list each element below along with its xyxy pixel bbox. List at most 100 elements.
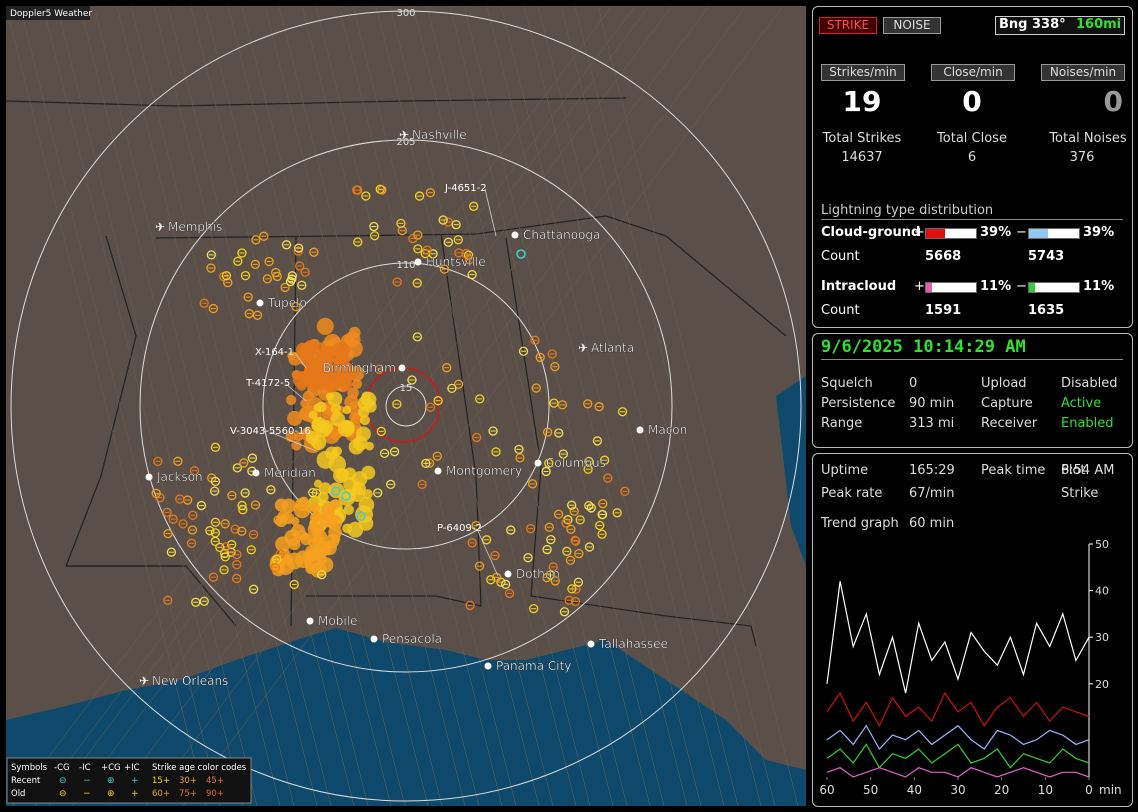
trend-label: Trend graph [821, 516, 899, 531]
strike-symbol [425, 188, 436, 198]
legend-header: -CG [54, 763, 70, 773]
strike-symbol [168, 514, 178, 524]
strike-symbol [549, 398, 559, 408]
strike-symbol [584, 500, 594, 511]
strike-symbol [237, 500, 247, 511]
x-tick-label: 10 [1038, 783, 1053, 797]
strike-symbol [221, 542, 231, 552]
stat: Uptime [821, 463, 869, 478]
strike-symbol [369, 221, 379, 232]
strike-symbol [205, 526, 215, 536]
stat: Peak time [981, 463, 1046, 478]
setting: Upload [981, 376, 1027, 391]
strike-symbol [595, 520, 605, 531]
strike-symbol [293, 246, 303, 256]
strike-symbol [573, 577, 584, 587]
city-label: Pensacola [382, 632, 442, 646]
stat: Peak rate [821, 486, 883, 501]
strike-symbol [175, 494, 185, 504]
strike-symbol [353, 185, 363, 195]
strike-symbol [341, 491, 351, 501]
strike-symbol [209, 486, 220, 496]
city-dot [511, 231, 519, 239]
storm-cell [327, 391, 343, 407]
city-label: Montgomery [446, 464, 522, 478]
noise-button[interactable]: NOISE [883, 17, 941, 34]
city-label: Meridian [264, 466, 316, 480]
trend-line [826, 724, 1090, 751]
strike-symbol [280, 282, 290, 293]
datetime: 9/6/2025 10:14:29 AM [821, 337, 1026, 357]
strike-symbol [210, 442, 221, 452]
county-line [19, 6, 221, 806]
bar-track [925, 228, 977, 239]
strike-symbol [567, 584, 577, 594]
rule [821, 359, 1123, 360]
total-value: 376 [1069, 150, 1095, 165]
legend-header: +IC [124, 763, 140, 773]
count-label: Count [821, 303, 860, 318]
trend-line [826, 581, 1090, 694]
setting: Receiver [981, 416, 1038, 431]
strike-symbol [545, 570, 555, 580]
strike-symbol [562, 546, 572, 556]
county-line [597, 6, 799, 806]
state-border [65, 235, 237, 627]
strike-symbol [465, 600, 475, 611]
strike-symbol [570, 596, 581, 607]
total-value: 6 [967, 150, 977, 165]
strike-symbol [442, 363, 452, 373]
strike-symbol [526, 523, 536, 534]
setting: Enabled [1061, 416, 1114, 431]
strike-button[interactable]: STRIKE [819, 17, 877, 34]
strike-symbol [237, 248, 247, 258]
strike-symbol [569, 506, 579, 516]
x-tick-label: 20 [994, 783, 1009, 797]
strike-symbol [471, 521, 481, 531]
strike-symbol [506, 525, 516, 535]
state-border [306, 233, 482, 607]
pct: 11% [980, 279, 1012, 294]
city-dot [145, 473, 153, 481]
strike-symbol [447, 383, 457, 394]
county-line [42, 6, 244, 806]
strike-symbol [567, 500, 577, 510]
rate-value: 0 [1103, 85, 1123, 118]
city-label: Panama City [496, 659, 571, 673]
strike-symbol [281, 240, 292, 250]
strike-symbol [219, 565, 229, 575]
setting: 313 mi [909, 416, 955, 431]
storm-leader [476, 528, 499, 577]
county-line [6, 6, 207, 806]
city-dot [370, 635, 378, 643]
storm-cell [304, 363, 318, 378]
storm-cell [357, 395, 373, 411]
strike-symbol [570, 535, 580, 546]
storm-cell [315, 401, 327, 413]
strike-symbol [247, 453, 258, 463]
storm-cell [339, 368, 349, 378]
strike-symbol [475, 394, 485, 404]
strike-symbol [542, 427, 553, 437]
city-dot [306, 617, 314, 625]
strike-symbol [453, 379, 464, 389]
strike-symbol [413, 244, 423, 254]
bar-track [1028, 282, 1080, 293]
city-label: Macon [648, 423, 687, 437]
county-line [301, 6, 503, 806]
storm-cell [311, 546, 327, 561]
strike-symbol [544, 522, 554, 532]
strike-symbol [178, 519, 188, 529]
strike-symbol [187, 525, 198, 535]
stats-panel: Uptime 165:29 Peak time 6:54 AM Plot Peak rat… [812, 453, 1133, 807]
strike-symbol [425, 402, 436, 412]
storm-label: J-4651-2 [444, 183, 487, 194]
storm-leader [269, 431, 317, 452]
strike-symbol [599, 455, 610, 465]
minus-sign: − [1016, 279, 1027, 294]
strike-symbol [574, 549, 584, 559]
strike-symbol [453, 235, 463, 245]
rate-value: 19 [842, 85, 882, 118]
atlantic [776, 376, 806, 566]
